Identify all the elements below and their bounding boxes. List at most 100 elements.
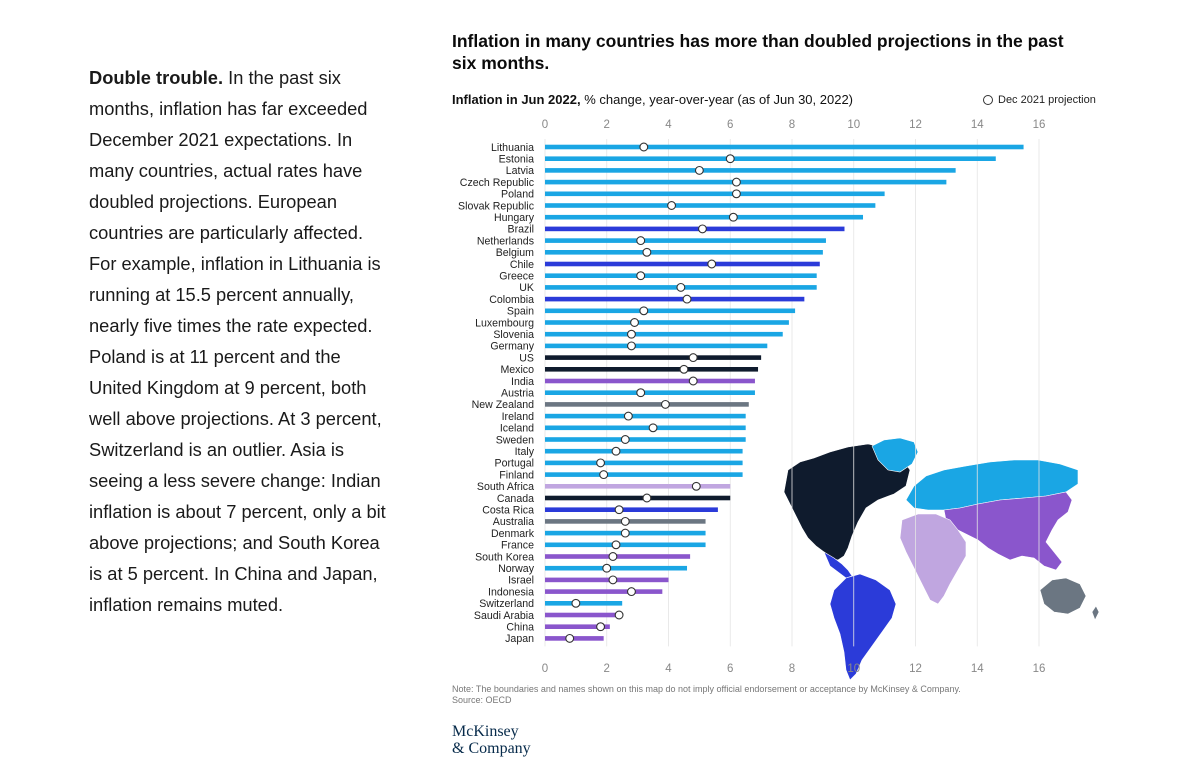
world-map [783,437,1100,681]
label-lithuania: Lithuania [491,142,534,154]
marker-france [611,540,621,550]
label-germany: Germany [490,341,534,353]
label-finland: Finland [499,469,534,481]
source-text: Source: OECD [452,695,512,705]
bar-india [545,378,755,384]
marker-chile [707,259,717,269]
map-asia [943,491,1073,571]
bar-netherlands [545,238,826,243]
bar-saudi-arabia [545,612,617,618]
bar-lithuania [545,144,1024,150]
label-belgium: Belgium [496,247,534,259]
map-south-america [829,573,897,681]
marker-ireland [623,411,633,421]
sidebar-body: In the past six months, inflation has fa… [89,67,386,615]
x-tick-bottom-0: 0 [542,663,548,675]
map-africa [899,513,967,605]
marker-new-zealand [660,399,670,409]
marker-saudi-arabia [614,610,624,620]
marker-canada [642,493,652,503]
marker-india [688,376,698,386]
marker-lithuania [639,142,649,152]
label-slovenia: Slovenia [493,329,534,341]
sidebar-lead: Double trouble. [89,67,224,88]
marker-slovenia [626,329,636,339]
label-new-zealand: New Zealand [472,399,535,411]
bar-portugal [545,460,743,466]
marker-estonia [725,154,735,164]
x-tick-top-8: 8 [789,119,795,131]
bar-sweden [545,437,746,442]
x-tick-top-0: 0 [542,119,548,131]
marker-china [596,622,606,632]
x-tick-bottom-12: 12 [909,663,922,675]
marker-greece [636,271,646,281]
label-poland: Poland [501,189,534,201]
label-hungary: Hungary [494,212,535,224]
label-switzerland: Switzerland [479,598,534,610]
bar-norway [545,565,688,571]
bar-new-zealand [545,402,749,407]
marker-sweden [620,435,630,444]
marker-south-korea [608,552,618,561]
marker-uk [676,282,686,292]
x-tick-top-10: 10 [847,119,860,131]
label-spain: Spain [507,306,534,318]
label-netherlands: Netherlands [477,235,534,247]
label-austria: Austria [501,388,534,400]
bar-luxembourg [545,320,789,325]
x-tick-top-16: 16 [1033,119,1046,131]
label-costa-rica: Costa Rica [482,505,534,517]
bar-spain [545,308,796,314]
bar-austria [545,390,755,395]
label-south-korea: South Korea [475,551,534,563]
marker-switzerland [571,598,581,608]
map-new-zealand [1091,605,1100,621]
label-japan: Japan [505,633,534,645]
logo-line-2: & Company [452,740,531,757]
x-tick-bottom-4: 4 [665,663,672,675]
projection-markers [565,142,741,643]
label-saudi-arabia: Saudi Arabia [474,610,534,622]
bar-iceland [545,425,746,431]
x-tick-bottom-16: 16 [1033,663,1046,675]
bar-estonia [545,156,996,161]
label-italy: Italy [515,446,535,458]
label-norway: Norway [498,563,535,575]
bars [545,144,1024,641]
marker-austria [636,388,646,398]
marker-denmark [620,528,630,538]
x-tick-top-2: 2 [604,119,610,131]
bar-hungary [545,214,864,220]
label-colombia: Colombia [489,294,534,306]
mckinsey-logo: McKinsey & Company [452,723,531,757]
label-sweden: Sweden [496,434,534,446]
subtitle-bold: Inflation in Jun 2022, [452,92,581,107]
subtitle-rest: % change, year-over-year (as of Jun 30, … [580,92,854,107]
bar-colombia [545,296,805,302]
bar-belgium [545,250,823,255]
x-tick-bottom-2: 2 [604,663,610,675]
marker-south-africa [691,481,701,491]
bar-costa-rica [545,507,718,512]
marker-netherlands [636,236,646,246]
x-tick-top-14: 14 [971,119,984,131]
label-denmark: Denmark [491,528,535,540]
bar-france [545,542,706,548]
x-tick-top-6: 6 [727,119,733,131]
label-slovak-republic: Slovak Republic [458,200,535,212]
marker-indonesia [626,587,636,597]
label-ireland: Ireland [502,411,534,423]
bar-us [545,355,762,360]
bar-latvia [545,168,956,173]
marker-australia [620,516,630,526]
label-chile: Chile [510,259,534,271]
chart-subtitle: Inflation in Jun 2022, % change, year-ov… [452,92,853,107]
bar-japan [545,636,604,641]
marker-norway [602,563,612,573]
label-greece: Greece [499,271,534,283]
label-us: US [519,352,534,364]
note-text: Note: The boundaries and names shown on … [452,684,961,694]
x-tick-top-4: 4 [665,119,672,131]
